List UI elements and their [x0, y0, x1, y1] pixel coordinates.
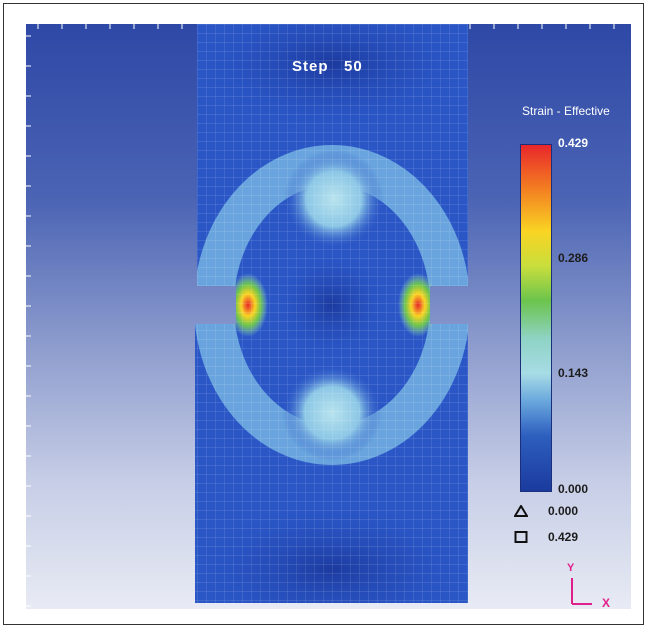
strain-colorbar [520, 144, 552, 492]
axis-triad: Y X [566, 562, 616, 609]
deformed-mesh [195, 24, 468, 603]
max-marker-value: 0.429 [548, 530, 579, 544]
legend-title: Strain - Effective [522, 104, 610, 118]
step-label: Step 50 [292, 58, 363, 75]
min-marker-row: 0.000 [514, 504, 578, 518]
colorbar-label-upper: 0.286 [558, 251, 589, 265]
axis-y-label: Y [567, 562, 575, 574]
left-tick-marks [26, 35, 31, 607]
square-icon [514, 531, 528, 543]
max-marker-row: 0.429 [514, 530, 578, 544]
colorbar-label-min: 0.000 [558, 482, 589, 496]
figure-frame: Step 50 Strain - Effective 0.429 0.286 0… [3, 3, 644, 625]
simulation-viewport[interactable]: Step 50 Strain - Effective 0.429 0.286 0… [26, 24, 631, 609]
triangle-icon [514, 505, 528, 517]
step-number: 50 [344, 58, 363, 75]
step-text: Step [292, 58, 329, 75]
axis-lines [571, 578, 592, 605]
axis-x-label: X [602, 596, 611, 609]
colorbar-label-max: 0.429 [558, 136, 589, 150]
min-marker-value: 0.000 [548, 504, 579, 518]
colorbar-label-lower: 0.143 [558, 366, 589, 380]
